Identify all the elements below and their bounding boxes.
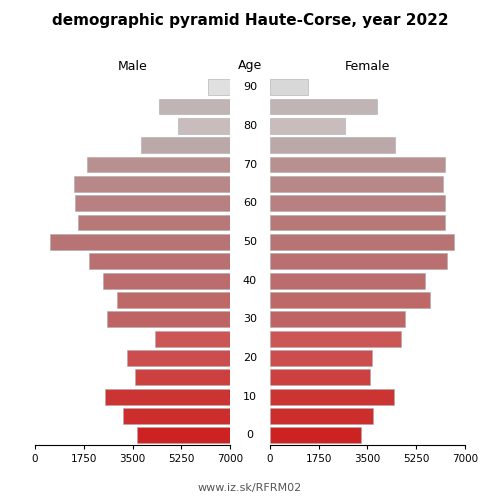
Bar bbox=[178, 118, 230, 134]
Bar bbox=[117, 292, 230, 308]
Bar bbox=[141, 138, 230, 153]
Bar bbox=[90, 254, 230, 269]
Bar bbox=[270, 234, 454, 250]
Bar bbox=[78, 214, 230, 230]
Text: 40: 40 bbox=[243, 276, 257, 285]
Bar bbox=[104, 388, 230, 404]
Bar bbox=[122, 408, 230, 424]
Bar bbox=[108, 312, 230, 327]
Bar bbox=[136, 370, 230, 385]
Bar bbox=[103, 272, 230, 288]
Bar bbox=[86, 156, 230, 172]
Bar bbox=[270, 254, 447, 269]
Text: Male: Male bbox=[118, 60, 148, 72]
Text: www.iz.sk/RFRM02: www.iz.sk/RFRM02 bbox=[198, 482, 302, 492]
Bar bbox=[270, 292, 430, 308]
Text: 10: 10 bbox=[243, 392, 257, 402]
Bar bbox=[270, 176, 442, 192]
Bar bbox=[270, 214, 446, 230]
Text: 30: 30 bbox=[243, 314, 257, 324]
Bar bbox=[270, 138, 396, 153]
Bar bbox=[270, 408, 373, 424]
Bar bbox=[50, 234, 230, 250]
Text: Female: Female bbox=[345, 60, 390, 72]
Text: demographic pyramid Haute-Corse, year 2022: demographic pyramid Haute-Corse, year 20… bbox=[52, 12, 448, 28]
Bar bbox=[270, 370, 370, 385]
Bar bbox=[270, 118, 345, 134]
Bar bbox=[136, 428, 230, 444]
Bar bbox=[155, 330, 230, 346]
Text: 80: 80 bbox=[243, 121, 257, 131]
Bar bbox=[270, 350, 372, 366]
Text: 70: 70 bbox=[243, 160, 257, 170]
Bar bbox=[159, 98, 230, 114]
Bar bbox=[208, 79, 230, 95]
Text: 50: 50 bbox=[243, 237, 257, 247]
Bar bbox=[74, 176, 230, 192]
Text: 0: 0 bbox=[246, 430, 254, 440]
Text: 60: 60 bbox=[243, 198, 257, 208]
Text: 90: 90 bbox=[243, 82, 257, 92]
Bar bbox=[270, 312, 405, 327]
Text: Age: Age bbox=[238, 60, 262, 72]
Bar bbox=[76, 196, 230, 211]
Text: 20: 20 bbox=[243, 353, 257, 363]
Bar bbox=[270, 98, 377, 114]
Bar bbox=[270, 428, 360, 444]
Bar bbox=[270, 330, 401, 346]
Bar bbox=[270, 388, 394, 404]
Bar bbox=[127, 350, 230, 366]
Bar bbox=[270, 79, 308, 95]
Bar bbox=[270, 196, 446, 211]
Bar bbox=[270, 156, 446, 172]
Bar bbox=[270, 272, 424, 288]
